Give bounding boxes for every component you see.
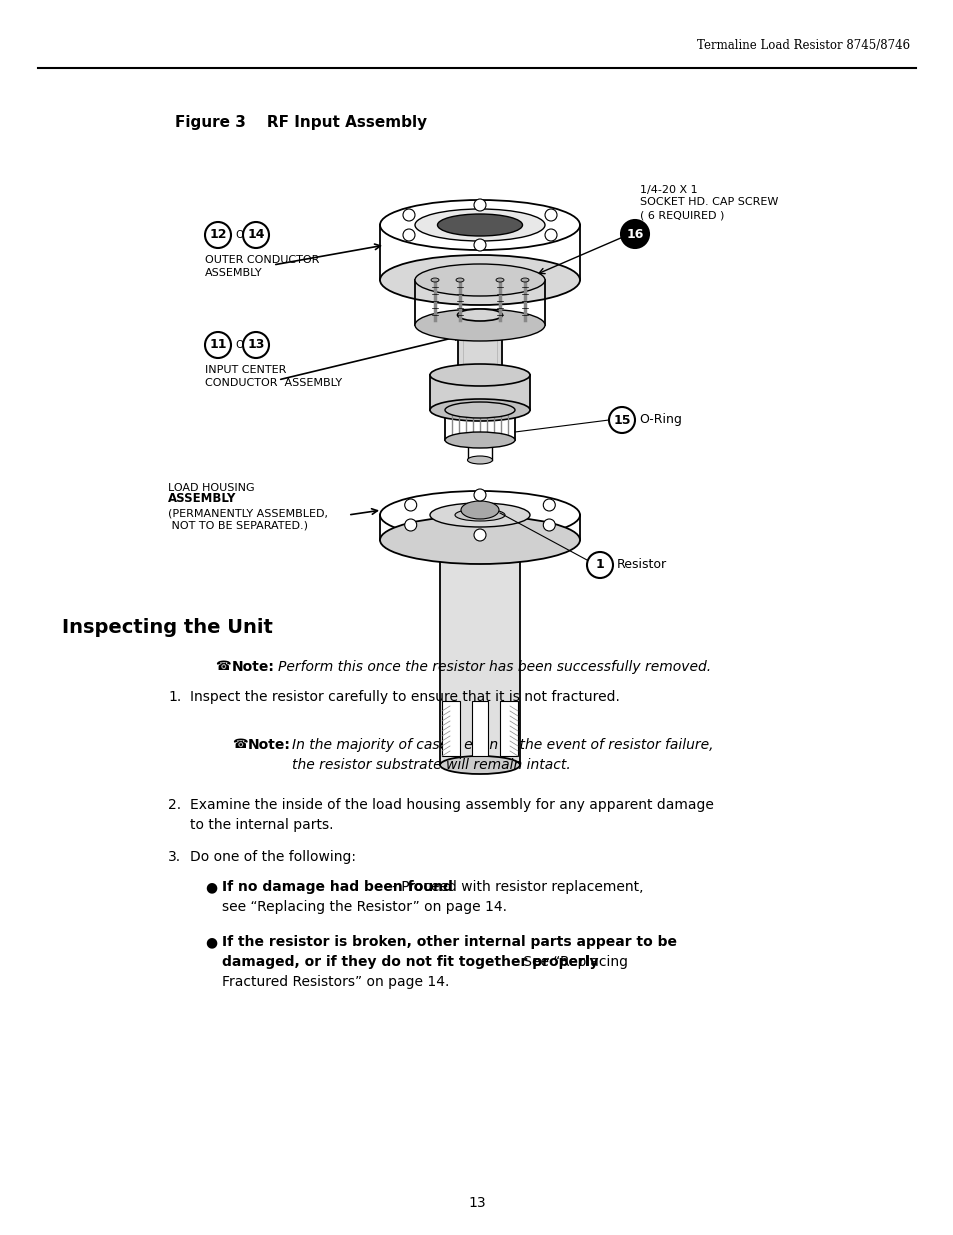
Text: LOAD HOUSING: LOAD HOUSING xyxy=(168,483,254,493)
Text: O-Ring: O-Ring xyxy=(639,414,681,426)
Text: 1: 1 xyxy=(595,558,604,572)
Ellipse shape xyxy=(444,432,515,448)
Text: Inspecting the Unit: Inspecting the Unit xyxy=(62,618,273,637)
Text: Termaline Load Resistor 8745/8746: Termaline Load Resistor 8745/8746 xyxy=(696,40,909,52)
Text: Fractured Resistors” on page 14.: Fractured Resistors” on page 14. xyxy=(222,974,449,989)
Ellipse shape xyxy=(467,456,492,464)
Text: 1.: 1. xyxy=(168,690,181,704)
Circle shape xyxy=(542,499,555,511)
Ellipse shape xyxy=(444,403,515,417)
FancyBboxPatch shape xyxy=(457,315,502,375)
FancyBboxPatch shape xyxy=(430,375,530,410)
Circle shape xyxy=(608,408,635,433)
Text: 13: 13 xyxy=(468,1195,485,1210)
Text: Examine the inside of the load housing assembly for any apparent damage: Examine the inside of the load housing a… xyxy=(190,798,713,811)
Circle shape xyxy=(544,209,557,221)
Ellipse shape xyxy=(431,278,438,282)
Circle shape xyxy=(205,332,231,358)
Text: Note:: Note: xyxy=(232,659,274,674)
Text: - Proceed with resistor replacement,: - Proceed with resistor replacement, xyxy=(392,881,643,894)
Text: ☎: ☎ xyxy=(232,739,248,751)
Text: CONDUCTOR  ASSEMBLY: CONDUCTOR ASSEMBLY xyxy=(205,378,342,388)
Text: NOT TO BE SEPARATED.): NOT TO BE SEPARATED.) xyxy=(168,521,308,531)
Circle shape xyxy=(474,529,485,541)
Ellipse shape xyxy=(457,309,502,321)
Text: the resistor substrate will remain intact.: the resistor substrate will remain intac… xyxy=(292,758,570,772)
Text: damaged, or if they do not fit together properly: damaged, or if they do not fit together … xyxy=(222,955,598,969)
Circle shape xyxy=(404,499,416,511)
Circle shape xyxy=(474,199,485,211)
Ellipse shape xyxy=(430,503,530,527)
Text: OUTER CONDUCTOR: OUTER CONDUCTOR xyxy=(205,254,319,266)
Ellipse shape xyxy=(437,214,522,236)
Circle shape xyxy=(544,228,557,241)
Circle shape xyxy=(243,222,269,248)
FancyBboxPatch shape xyxy=(441,701,459,756)
Circle shape xyxy=(243,332,269,358)
Ellipse shape xyxy=(520,278,529,282)
Text: ☎: ☎ xyxy=(214,659,231,673)
Text: - See “Replacing: - See “Replacing xyxy=(514,955,627,969)
Circle shape xyxy=(404,519,416,531)
Text: Inspect the resistor carefully to ensure that it is not fractured.: Inspect the resistor carefully to ensure… xyxy=(190,690,619,704)
Circle shape xyxy=(586,552,613,578)
Ellipse shape xyxy=(379,492,579,538)
Text: If no damage had been found: If no damage had been found xyxy=(222,881,453,894)
Circle shape xyxy=(205,222,231,248)
Ellipse shape xyxy=(430,399,530,421)
Ellipse shape xyxy=(457,369,502,382)
Ellipse shape xyxy=(379,516,579,564)
Text: ●: ● xyxy=(205,935,217,948)
Text: 1/4-20 X 1: 1/4-20 X 1 xyxy=(639,185,697,195)
Text: Perform this once the resistor has been successfully removed.: Perform this once the resistor has been … xyxy=(277,659,710,674)
Text: INPUT CENTER: INPUT CENTER xyxy=(205,366,286,375)
Ellipse shape xyxy=(456,278,463,282)
Ellipse shape xyxy=(379,200,579,249)
Text: ( 6 REQUIRED ): ( 6 REQUIRED ) xyxy=(639,210,723,220)
Text: Do one of the following:: Do one of the following: xyxy=(190,850,355,864)
Text: OR: OR xyxy=(234,340,250,350)
Text: 14: 14 xyxy=(247,228,265,242)
Text: If the resistor is broken, other internal parts appear to be: If the resistor is broken, other interna… xyxy=(222,935,677,948)
Text: 3.: 3. xyxy=(168,850,181,864)
Ellipse shape xyxy=(496,278,503,282)
Circle shape xyxy=(402,209,415,221)
Text: ASSEMBLY: ASSEMBLY xyxy=(168,492,236,505)
FancyBboxPatch shape xyxy=(499,701,517,756)
Text: (PERMANENTLY ASSEMBLED,: (PERMANENTLY ASSEMBLED, xyxy=(168,508,328,517)
FancyBboxPatch shape xyxy=(472,701,488,756)
Text: SOCKET HD. CAP SCREW: SOCKET HD. CAP SCREW xyxy=(639,198,778,207)
Text: ●: ● xyxy=(205,881,217,894)
Text: 16: 16 xyxy=(626,227,643,241)
Text: 12: 12 xyxy=(209,228,227,242)
Ellipse shape xyxy=(455,509,504,521)
Ellipse shape xyxy=(379,254,579,305)
Text: Note:: Note: xyxy=(248,739,291,752)
Text: ASSEMBLY: ASSEMBLY xyxy=(205,268,262,278)
Ellipse shape xyxy=(460,501,498,519)
FancyBboxPatch shape xyxy=(439,540,519,764)
Text: 2.: 2. xyxy=(168,798,181,811)
Circle shape xyxy=(620,220,648,248)
Text: Resistor: Resistor xyxy=(617,558,666,572)
Ellipse shape xyxy=(415,264,544,296)
Text: 15: 15 xyxy=(613,414,630,426)
Text: OR: OR xyxy=(234,230,250,240)
Text: 11: 11 xyxy=(209,338,227,352)
Ellipse shape xyxy=(415,309,544,341)
Circle shape xyxy=(402,228,415,241)
Ellipse shape xyxy=(430,364,530,387)
Text: to the internal parts.: to the internal parts. xyxy=(190,818,334,832)
Circle shape xyxy=(542,519,555,531)
Ellipse shape xyxy=(439,756,519,774)
Circle shape xyxy=(474,489,485,501)
Text: In the majority of cases, even in the event of resistor failure,: In the majority of cases, even in the ev… xyxy=(292,739,713,752)
Text: Figure 3    RF Input Assembly: Figure 3 RF Input Assembly xyxy=(174,115,427,130)
Circle shape xyxy=(474,240,485,251)
Text: see “Replacing the Resistor” on page 14.: see “Replacing the Resistor” on page 14. xyxy=(222,900,506,914)
Ellipse shape xyxy=(415,209,544,241)
Text: 13: 13 xyxy=(247,338,264,352)
